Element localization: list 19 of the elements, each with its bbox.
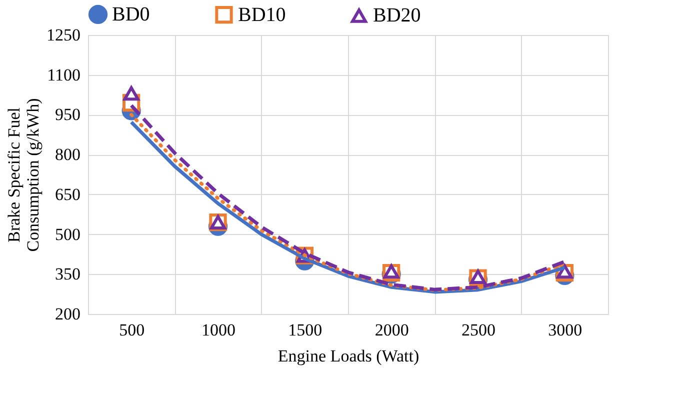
y-tick-label: 500 [55,224,80,244]
legend-label: BD0 [112,3,150,26]
x-tick-label: 3000 [548,320,582,340]
x-axis-title: Engine Loads (Watt) [278,346,420,366]
legend-label: BD10 [238,4,286,26]
y-tick-label: 950 [55,105,80,124]
y-tick-label: 350 [55,264,80,284]
x-tick-label: 2500 [462,320,496,340]
y-tick-label: 1100 [47,65,80,84]
y-tick-label: 650 [55,184,80,204]
x-tick-label: 1000 [202,320,236,340]
x-tick-label: 500 [119,320,145,340]
y-tick-label: 1250 [46,26,80,44]
legend-label: BD20 [373,4,421,27]
y-axis-title: Brake Specific Fuel Consumption (g/kWh) [4,98,42,252]
x-tick-label: 1500 [288,320,322,340]
x-tick-label: 2000 [374,320,409,340]
y-tick-label: 200 [55,304,80,324]
y-tick-label: 800 [55,145,80,164]
